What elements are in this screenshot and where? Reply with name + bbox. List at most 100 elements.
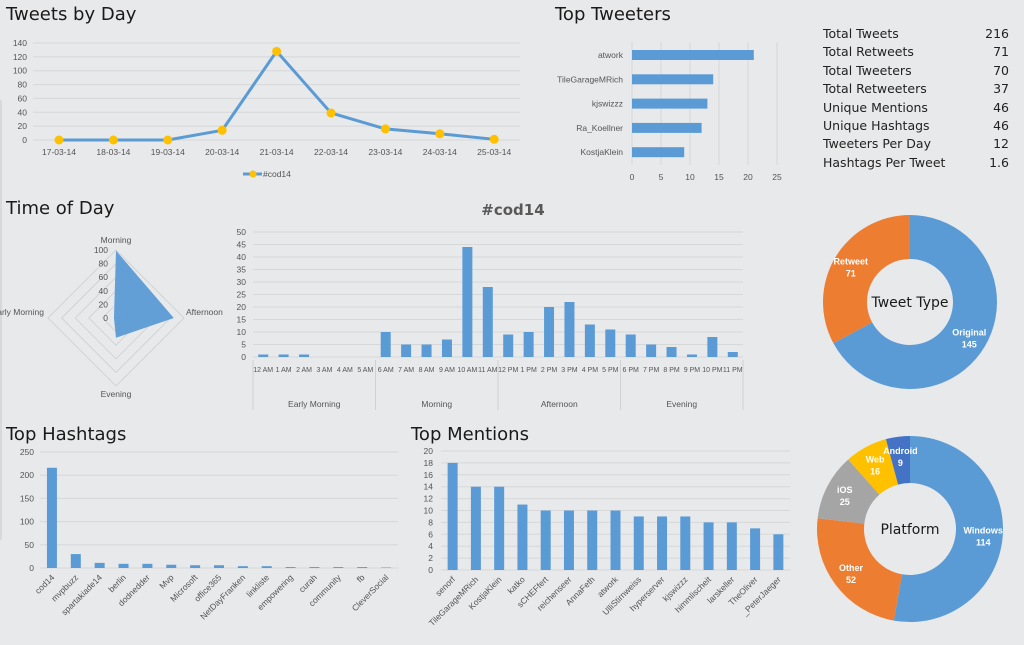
x-tick-label: 19-03-14 [151,147,185,157]
x-tick-label: 9 PM [684,367,701,374]
y-tick-label: 35 [237,265,247,275]
y-tick-label: 100 [13,66,27,76]
x-tick-label: 5 AM [357,367,373,374]
slice-value: 25 [840,497,850,507]
stat-label: Total Retweeters [823,81,927,97]
y-tick-label: 4 [428,541,433,551]
bar [632,50,754,60]
bar [70,554,81,568]
y-tick-label: 45 [237,240,247,250]
y-tick-label: 10 [237,327,247,337]
x-tick-label: 24-03-14 [423,147,457,157]
tweets-by-day-chart: Tweets by Day 0 20 40 60 80 100 120 140 17-03-14 1… [5,4,520,179]
bar [632,98,708,109]
pie-slice [823,215,910,344]
bar [632,147,685,158]
chart-title: Top Tweeters [554,4,671,25]
x-tick-label: 20 [743,172,753,182]
y-tick-label: 80 [18,80,28,90]
y-tick-label: 16 [424,470,434,480]
stat-label: Unique Hashtags [823,117,930,133]
y-tick-label: 12 [424,494,434,504]
slice-label: Original [952,327,986,337]
y-tick-label: 100 [20,517,34,527]
bar [632,122,702,133]
r-tick-label: 100 [94,245,108,255]
tweet-type-donut: Original 145 Retweet 71 Tweet Type [823,215,997,389]
bar [470,486,481,570]
bar [357,567,368,568]
bar [544,307,555,357]
bar [401,344,412,357]
legend-label: #cod14 [263,169,291,179]
bar [482,287,493,357]
bar [285,567,296,568]
y-tick-label: 250 [20,447,34,457]
bar [309,567,320,568]
x-tick-label: 17-03-14 [42,147,76,157]
bar [605,329,616,357]
x-tick-label: 10 [685,172,695,182]
chart-title: Top Hashtags [5,424,126,445]
bar [750,528,761,570]
data-point [217,125,227,135]
slice-value: 114 [976,537,991,547]
x-tick-label: 2 AM [296,367,312,374]
stat-value: 46 [993,117,1009,133]
x-tick-label: 1 PM [520,367,537,374]
bar [610,510,621,570]
left-edge-divider [0,100,2,540]
x-tick-label: 12 PM [498,367,518,374]
y-tick-label: Ra_Koellner [576,123,623,133]
group-label: Morning [421,399,452,409]
bar [214,565,224,568]
bar [564,302,575,357]
stat-tweeters-per-day: Tweeters Per Day 12 [823,135,1009,153]
y-tick-label: 10 [424,506,434,516]
bar [237,566,248,568]
top-tweeters-chart: Top Tweeters 0 5 10 15 20 25 atwork TileGarageMR… [554,4,782,182]
y-tick-label: 20 [18,121,28,131]
slice-label: Other [839,563,864,573]
radar-gridline [47,249,185,387]
bar [726,522,737,570]
y-tick-label: 5 [241,340,246,350]
x-tick-label: 6 AM [378,367,394,374]
y-tick-label: 50 [237,227,247,237]
y-tick-label: 0 [29,563,34,573]
x-tick-label: 10 AM [457,367,477,374]
slice-label: Retweet [833,257,868,267]
x-tick-label: 11 PM [723,367,743,374]
y-tick-label: 50 [25,540,35,550]
bar [441,339,452,357]
bar [563,510,574,570]
y-tick-label: 20 [424,446,434,456]
r-tick-label: 40 [99,286,109,296]
top-hashtags-chart: Top Hashtags050100150200250cod14mvpbuzzs… [5,424,398,622]
x-tick-label: 4 AM [337,367,353,374]
bar [633,516,644,570]
bar [727,352,738,357]
top-mentions-chart: Top Mentions02468101214161820senorfTileG… [410,424,790,628]
slice-label: Windows [964,525,1003,535]
bar [703,522,714,570]
y-tick-label: 40 [18,107,28,117]
x-tick-label: 11 AM [478,367,497,374]
y-tick-label: 15 [237,315,247,325]
data-point [272,46,282,56]
data-point [326,108,336,118]
r-tick-label: 80 [99,259,109,269]
x-tick-label: 7 PM [643,367,660,374]
x-tick-label: 5 [659,172,664,182]
x-tick-label: 8 PM [663,367,680,374]
slice-label: iOS [837,485,853,495]
bar [584,324,595,357]
y-tick-label: 14 [424,482,434,492]
y-tick-label: TileGarageMRich [557,74,623,84]
y-tick-label: atwork [598,50,624,60]
stat-total-tweets: Total Tweets 216 [823,25,1009,43]
y-tick-label: 8 [428,517,433,527]
x-tick-label: berlin [106,572,128,594]
bar [523,332,534,357]
